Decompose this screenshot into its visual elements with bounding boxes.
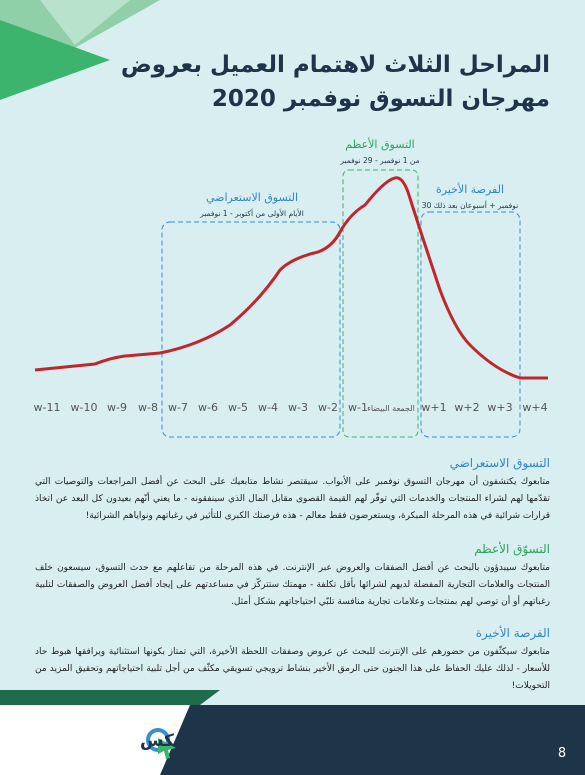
x-label: w-5	[228, 401, 248, 414]
x-label: w+2	[454, 401, 479, 414]
x-label: w-11	[34, 401, 61, 414]
section-heading: الفرصة الأخيرة	[475, 626, 550, 640]
x-label: w-8	[138, 401, 158, 414]
x-label: w+1	[421, 401, 446, 414]
phase-box	[161, 221, 341, 438]
section: التسوّق الأعظم متابعوك سيبدؤون بالبحث عن …	[35, 542, 550, 611]
phase-box	[420, 211, 521, 438]
x-label: الجمعة البيضاء	[367, 404, 415, 413]
logo-icon	[158, 738, 176, 759]
section-text: متابعوك سيبدؤون بالبحث عن أفضل الصفقات و…	[35, 563, 550, 607]
phase-name: الفرصة الأخيرة	[436, 182, 504, 196]
x-label: w-9	[107, 401, 127, 414]
title-line: المراحل الثلاث لاهتمام العميل بعروض	[120, 52, 550, 78]
phase-period: من 1 نوفمبر - 29 نوفمبر	[339, 156, 419, 165]
x-label: w+3	[487, 401, 512, 414]
phase-box	[342, 169, 419, 438]
logo-text: عَرَب كليكس	[140, 731, 243, 751]
x-label: w-4	[258, 401, 278, 414]
section: الفرصة الأخيرة متابعوك سيكثّفون من حضورهم…	[35, 626, 550, 695]
x-label: w-10	[71, 401, 98, 414]
corner-shape	[40, 0, 130, 45]
section-heading: التسوّق الأعظم	[474, 542, 550, 556]
section-heading: التسوق الاستعراضي	[449, 456, 550, 470]
phase-name: التسوق الاستعراضي	[206, 191, 298, 204]
footer-block	[160, 705, 585, 775]
corner-shape	[0, 20, 110, 100]
section-text: متابعوك يكتشفون أن مهرجان التسوق نوفمبر …	[35, 477, 550, 521]
x-label: w-6	[198, 401, 218, 414]
section: التسوق الاستعراضي متابعوك يكتشفون أن مهرج…	[35, 456, 550, 525]
x-label: w-7	[168, 401, 188, 414]
section-text: متابعوك سيكثّفون من حضورهم على الإنترنت …	[35, 647, 550, 691]
x-label: w-1	[348, 401, 368, 414]
footer-stripe	[0, 690, 220, 705]
page-number: 8	[558, 746, 566, 761]
phase-name: التسوق الأعظم	[345, 137, 415, 151]
phase-period: الأيام الأولى من أكتوبر - 1 نوفمبر	[199, 208, 304, 218]
title-line: مهرجان التسوق نوفمبر 2020	[211, 86, 550, 112]
x-label: w-3	[288, 401, 308, 414]
x-label: w+4	[522, 401, 547, 414]
phase-period: نوفمبر + أسبوعان بعد ذلك 30	[422, 200, 518, 210]
x-label: w-2	[318, 401, 338, 414]
interest-curve	[34, 176, 548, 380]
